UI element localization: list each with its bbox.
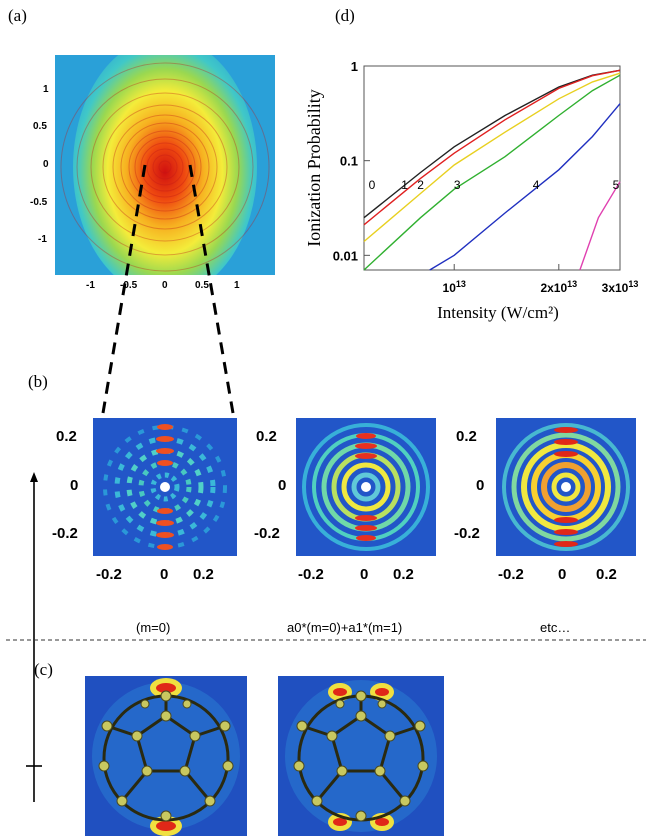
chart-y-label: Ionization Probability	[304, 89, 324, 246]
panel-b2-xtick: 0	[360, 566, 369, 583]
panel-b-label: (b)	[28, 372, 48, 391]
panel-b2-ytick: 0	[278, 477, 287, 494]
chart-x-tick-label: 3x1013	[602, 279, 639, 295]
panel-a-xtick: 1	[234, 280, 240, 291]
panel-b3-ytick: 0	[476, 477, 485, 494]
panel-b-map-mixed	[296, 418, 436, 556]
chart-plot-area	[363, 65, 621, 271]
panel-b1-ytick: -0.2	[52, 525, 78, 542]
panel-b1-ytick: 0.2	[56, 428, 77, 445]
panel-b2-ytick: -0.2	[254, 525, 280, 542]
panel-b2-xtick: 0.2	[393, 566, 414, 583]
panel-b-map-m0	[93, 418, 237, 556]
panel-a-xtick: 0.5	[195, 280, 209, 291]
panel-b2-ytick: 0.2	[256, 428, 277, 445]
panel-b3-xtick: -0.2	[498, 566, 524, 583]
series-line-1	[363, 69, 621, 226]
curve-label-4: 4	[533, 178, 540, 192]
panel-b-map-etc	[496, 418, 636, 556]
panel-a-label: (a)	[8, 6, 27, 25]
panel-b3-xtick: 0	[558, 566, 567, 583]
section-separator	[6, 639, 646, 641]
panel-a-xtick: 0	[162, 280, 168, 291]
panel-a-ytick: -1	[38, 234, 47, 245]
vertical-arrow	[26, 472, 42, 802]
series-line-5	[579, 181, 621, 271]
curve-label-5: 5	[613, 178, 620, 192]
panel-b1-xtick: 0.2	[193, 566, 214, 583]
series-line-3	[363, 74, 621, 271]
chart-y-tick-label: 0.1	[340, 154, 358, 169]
curve-label-0: 0	[369, 178, 376, 192]
chart-x-tick-label: 1013	[443, 279, 466, 295]
panel-c-label: (c)	[34, 660, 53, 679]
panel-d-label: (d)	[335, 6, 355, 25]
panel-b2-xtick: -0.2	[298, 566, 324, 583]
panel-a-ytick: 0.5	[33, 121, 47, 132]
panel-b1-xtick: -0.2	[96, 566, 122, 583]
panel-b1-xtick: 0	[160, 566, 169, 583]
panel-a-intensity-map	[55, 55, 275, 275]
panel-c-fullerene-right	[278, 676, 444, 836]
chart-y-tick-label: 1	[351, 59, 358, 74]
panel-a-ytick: 0	[43, 159, 49, 170]
curve-label-2: 2	[417, 178, 424, 192]
panel-b3-ytick: -0.2	[454, 525, 480, 542]
chart-x-label: Intensity (W/cm²)	[437, 303, 559, 322]
series-line-2	[363, 72, 621, 243]
panel-b3-ytick: 0.2	[456, 428, 477, 445]
zoom-guide-lines	[101, 164, 235, 414]
panel-a-ytick: -0.5	[30, 197, 48, 208]
panel-b1-ytick: 0	[70, 477, 79, 494]
panel-b1-caption: (m=0)	[136, 620, 171, 635]
panel-a-xtick: -0.5	[120, 280, 138, 291]
curve-label-3: 3	[454, 178, 461, 192]
series-line-4	[429, 103, 621, 271]
chart-x-tick-label: 2x1013	[540, 279, 577, 295]
chart-y-tick-label: 0.01	[333, 248, 358, 263]
panel-a-xtick: -1	[86, 280, 95, 291]
panel-a-ytick: 1	[43, 84, 49, 95]
panel-b3-xtick: 0.2	[596, 566, 617, 583]
panel-b2-caption: a0*(m=0)+a1*(m=1)	[287, 620, 403, 635]
panel-b3-caption: etc…	[540, 620, 571, 635]
curve-label-1: 1	[401, 178, 408, 192]
panel-c-fullerene-left	[85, 676, 247, 836]
